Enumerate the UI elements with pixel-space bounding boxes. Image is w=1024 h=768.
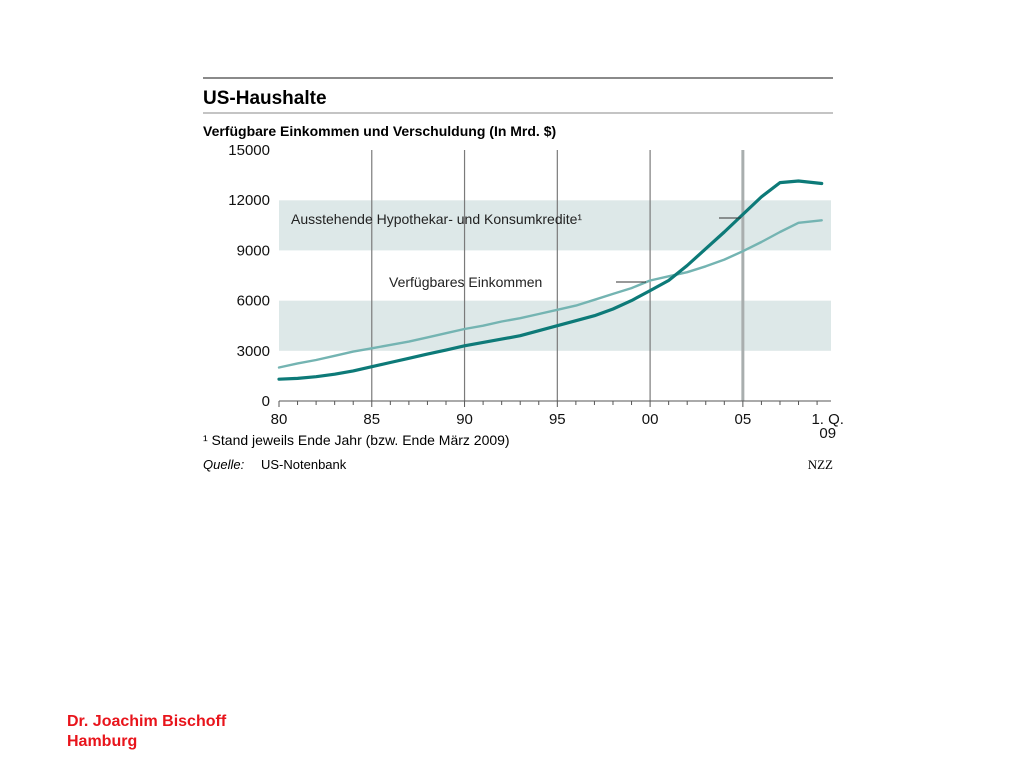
x-tick-label: 1. Q.: [811, 411, 844, 428]
x-tick-label: 05: [735, 411, 752, 428]
series-label-credit: Ausstehende Hypothekar- und Konsumkredit…: [291, 211, 582, 227]
x-tick-label: 00: [642, 411, 659, 428]
y-axis: 0 3000 6000 9000 12000 15000: [228, 142, 270, 410]
x-tick-label: 85: [363, 411, 380, 428]
grid-bands: [279, 150, 831, 401]
series-line-income: [277, 219, 823, 369]
author-name: Dr. Joachim Bischoff: [67, 713, 227, 730]
footnote: ¹ Stand jeweils Ende Jahr (bzw. Ende Mär…: [203, 432, 510, 448]
y-tick-label: 6000: [237, 293, 270, 310]
credit-text: NZZ: [808, 457, 833, 472]
x-tick-label: 90: [456, 411, 473, 428]
y-tick-label: 9000: [237, 242, 270, 259]
grid-vertical-lines: [371, 150, 745, 401]
x-tick-label: 80: [271, 411, 288, 428]
chart-title: US-Haushalte: [203, 88, 327, 109]
source-text: US-Notenbank: [261, 457, 347, 472]
grid-band: [279, 200, 831, 251]
y-tick-label: 0: [262, 393, 270, 410]
series-line-credit: [277, 179, 824, 381]
y-tick-label: 15000: [228, 142, 270, 159]
y-tick-label: 3000: [237, 343, 270, 360]
source-label: Quelle:: [203, 457, 245, 472]
grid-band: [279, 150, 831, 201]
grid-band: [279, 350, 831, 401]
x-tick-label: 09: [819, 425, 836, 442]
y-tick-label: 12000: [228, 192, 270, 209]
series-label-income: Verfügbares Einkommen: [389, 274, 542, 290]
author-city: Hamburg: [67, 733, 138, 750]
x-tick-label: 95: [549, 411, 566, 428]
x-axis: 80 85 90 95 00 05 1. Q.09: [271, 400, 844, 442]
grid-band: [279, 250, 831, 301]
chart-subtitle: Verfügbare Einkommen und Verschuldung (I…: [203, 123, 556, 139]
series-lines: [277, 179, 824, 381]
